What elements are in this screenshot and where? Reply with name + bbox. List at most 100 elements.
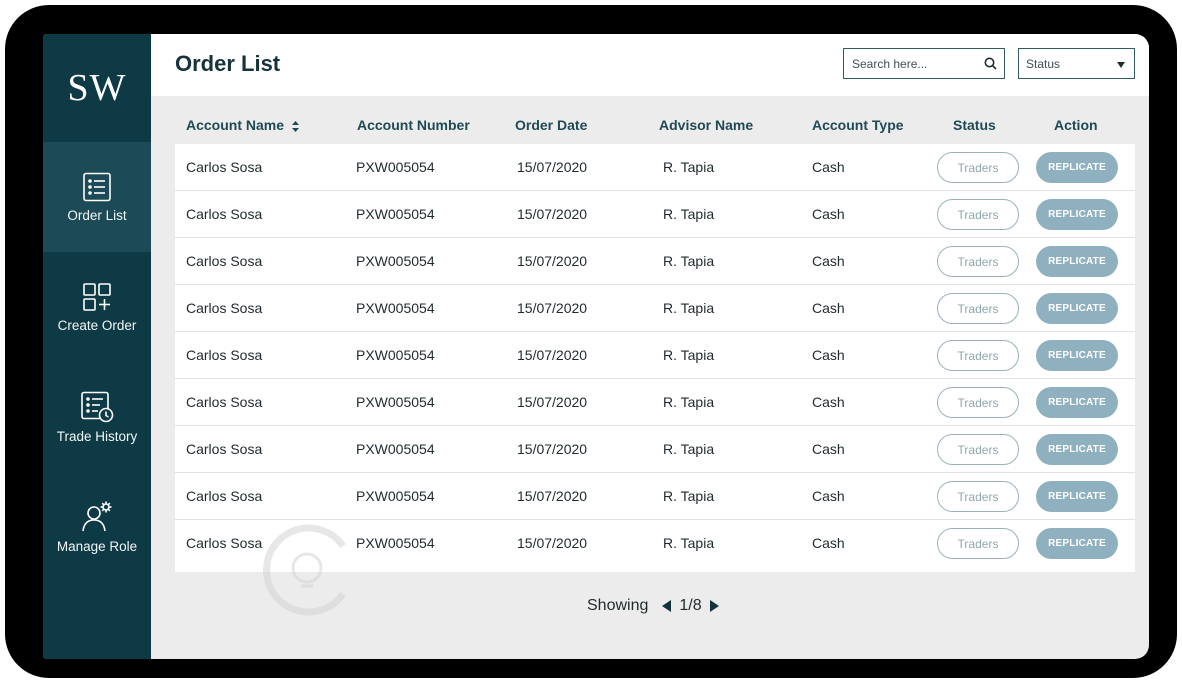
traders-status-button[interactable]: Traders — [937, 246, 1019, 277]
order-date-cell: 15/07/2020 — [517, 159, 588, 175]
advisor-name-cell: R. Tapia — [663, 206, 715, 222]
page-indicator: 1/8 — [679, 597, 702, 614]
advisor-name-cell: R. Tapia — [663, 300, 715, 316]
traders-status-button[interactable]: Traders — [937, 199, 1019, 230]
history-icon — [81, 391, 114, 422]
table-row: Carlos Sosa PXW005054 15/07/2020 R. Tapi… — [175, 144, 1135, 191]
account-name-cell: Carlos Sosa — [186, 488, 263, 504]
chevron-down-icon — [1117, 62, 1125, 68]
sidebar-item-trade-history[interactable]: Trade History — [43, 362, 151, 472]
replicate-button[interactable]: REPLICATE — [1036, 340, 1118, 371]
order-date-cell: 15/07/2020 — [517, 535, 588, 551]
search-box[interactable] — [843, 48, 1005, 79]
traders-status-button[interactable]: Traders — [937, 293, 1019, 324]
sidebar: SW Order List Create Order — [43, 34, 151, 659]
account-name-cell: Carlos Sosa — [186, 300, 263, 316]
table-row: Carlos Sosa PXW005054 15/07/2020 R. Tapi… — [175, 191, 1135, 238]
order-date-cell: 15/07/2020 — [517, 394, 588, 410]
pagination: Showing 1/8 — [587, 597, 719, 615]
table-row: Carlos Sosa PXW005054 15/07/2020 R. Tapi… — [175, 238, 1135, 285]
column-header-account-number: Account Number — [357, 117, 470, 133]
traders-status-button[interactable]: Traders — [937, 528, 1019, 559]
user-gear-icon — [82, 501, 112, 531]
advisor-name-cell: R. Tapia — [663, 347, 715, 363]
account-type-cell: Cash — [812, 206, 845, 222]
traders-status-button[interactable]: Traders — [937, 152, 1019, 183]
account-name-cell: Carlos Sosa — [186, 347, 263, 363]
advisor-name-cell: R. Tapia — [663, 441, 715, 457]
app-screen: SW Order List Create Order — [43, 34, 1149, 659]
watermark-icon — [263, 524, 346, 616]
column-header-action: Action — [1054, 117, 1098, 133]
order-table: Carlos Sosa PXW005054 15/07/2020 R. Tapi… — [175, 144, 1135, 572]
table-row: Carlos Sosa PXW005054 15/07/2020 R. Tapi… — [175, 520, 1135, 567]
replicate-button[interactable]: REPLICATE — [1036, 293, 1118, 324]
search-icon[interactable] — [984, 57, 997, 70]
account-number-cell: PXW005054 — [356, 206, 435, 222]
prev-page-icon[interactable] — [662, 600, 672, 612]
order-date-cell: 15/07/2020 — [517, 253, 588, 269]
column-header-account-name[interactable]: Account Name — [186, 117, 299, 133]
list-icon — [83, 172, 111, 201]
account-number-cell: PXW005054 — [356, 300, 435, 316]
device-frame: SW Order List Create Order — [5, 5, 1177, 678]
traders-status-button[interactable]: Traders — [937, 434, 1019, 465]
order-date-cell: 15/07/2020 — [517, 347, 588, 363]
account-name-cell: Carlos Sosa — [186, 206, 263, 222]
traders-status-button[interactable]: Traders — [937, 387, 1019, 418]
search-input[interactable] — [852, 49, 982, 78]
replicate-button[interactable]: REPLICATE — [1036, 199, 1118, 230]
account-name-cell: Carlos Sosa — [186, 394, 263, 410]
order-date-cell: 15/07/2020 — [517, 488, 588, 504]
column-header-advisor-name: Advisor Name — [659, 117, 754, 133]
sidebar-item-create-order[interactable]: Create Order — [43, 252, 151, 362]
table-row: Carlos Sosa PXW005054 15/07/2020 R. Tapi… — [175, 285, 1135, 332]
account-number-cell: PXW005054 — [356, 441, 435, 457]
sidebar-item-label: Manage Role — [56, 538, 138, 554]
traders-status-button[interactable]: Traders — [937, 340, 1019, 371]
account-number-cell: PXW005054 — [356, 159, 435, 175]
account-number-cell: PXW005054 — [356, 253, 435, 269]
account-type-cell: Cash — [812, 488, 845, 504]
sidebar-item-label: Order List — [67, 207, 127, 223]
grid-plus-icon — [83, 282, 111, 311]
order-date-cell: 15/07/2020 — [517, 300, 588, 316]
page-title: Order List — [175, 51, 281, 76]
account-type-cell: Cash — [812, 253, 845, 269]
advisor-name-cell: R. Tapia — [663, 159, 715, 175]
status-dropdown[interactable]: Status — [1018, 48, 1135, 79]
replicate-button[interactable]: REPLICATE — [1036, 152, 1118, 183]
order-date-cell: 15/07/2020 — [517, 206, 588, 222]
replicate-button[interactable]: REPLICATE — [1036, 434, 1118, 465]
account-type-cell: Cash — [812, 300, 845, 316]
column-header-order-date: Order Date — [515, 117, 588, 133]
column-header-status: Status — [953, 117, 996, 133]
account-type-cell: Cash — [812, 159, 845, 175]
account-name-cell: Carlos Sosa — [186, 253, 263, 269]
sidebar-item-manage-role[interactable]: Manage Role — [43, 472, 151, 582]
sort-icon[interactable] — [291, 120, 299, 132]
account-name-cell: Carlos Sosa — [186, 159, 263, 175]
advisor-name-cell: R. Tapia — [663, 394, 715, 410]
sidebar-item-label: Create Order — [57, 317, 137, 333]
account-type-cell: Cash — [812, 535, 845, 551]
advisor-name-cell: R. Tapia — [663, 253, 715, 269]
table-row: Carlos Sosa PXW005054 15/07/2020 R. Tapi… — [175, 379, 1135, 426]
account-name-cell: Carlos Sosa — [186, 441, 263, 457]
replicate-button[interactable]: REPLICATE — [1036, 528, 1118, 559]
status-dropdown-value: Status — [1026, 57, 1061, 71]
account-number-cell: PXW005054 — [356, 488, 435, 504]
account-name-cell: Carlos Sosa — [186, 535, 263, 551]
column-header-account-type: Account Type — [812, 117, 904, 133]
table-row: Carlos Sosa PXW005054 15/07/2020 R. Tapi… — [175, 426, 1135, 473]
replicate-button[interactable]: REPLICATE — [1036, 481, 1118, 512]
traders-status-button[interactable]: Traders — [937, 481, 1019, 512]
replicate-button[interactable]: REPLICATE — [1036, 246, 1118, 277]
sidebar-item-label: Trade History — [56, 428, 138, 444]
replicate-button[interactable]: REPLICATE — [1036, 387, 1118, 418]
account-number-cell: PXW005054 — [356, 347, 435, 363]
advisor-name-cell: R. Tapia — [663, 488, 715, 504]
sidebar-item-order-list[interactable]: Order List — [43, 142, 151, 252]
next-page-icon[interactable] — [709, 600, 719, 612]
account-number-cell: PXW005054 — [356, 394, 435, 410]
